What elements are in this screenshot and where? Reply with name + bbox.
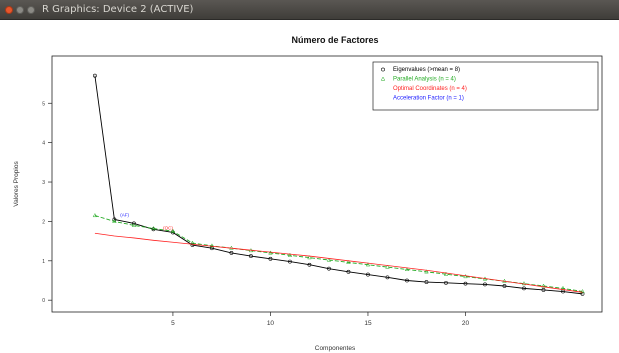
legend-entry: Eigenvalues (>mean = 8) [393,67,460,73]
data-point [346,269,351,274]
data-point [93,73,97,78]
close-window-button[interactable] [5,6,13,14]
data-point [443,271,449,276]
data-point [209,243,215,248]
data-point [521,281,527,286]
y-tick-label: 0 [42,298,45,304]
data-point [327,266,331,271]
series-line-2 [94,215,583,292]
data-point [307,262,312,267]
annotation-label: (OC) [163,225,173,230]
data-point [366,272,370,277]
data-point [229,251,234,255]
data-point [287,252,293,257]
data-point [424,280,429,284]
legend-box [372,61,599,111]
data-point [424,269,429,274]
data-point [249,254,253,258]
y-tick-label: 1 [42,259,45,265]
y-tick-label: 2 [42,219,45,225]
data-point [151,225,156,231]
data-point [483,282,487,287]
data-point [385,264,390,269]
maximize-window-button[interactable] [27,6,35,14]
y-tick-label: 3 [42,180,45,186]
data-point [170,228,176,233]
y-tick-label: 5 [42,101,45,107]
x-tick-label: 5 [171,320,175,327]
data-point [580,288,585,294]
data-point [307,255,312,260]
chart-title: Número de Factores [291,35,378,45]
data-point [365,262,371,267]
data-point [404,266,410,272]
x-tick-label: 15 [364,320,372,327]
legend-marker [380,76,386,81]
x-axis-label: Componentes [315,345,356,352]
data-point [268,256,273,261]
data-point [502,284,507,288]
legend-entry: Acceleration Factor (n = 1) [393,96,464,102]
legend-marker [381,67,385,72]
plot-frame [51,55,603,313]
scree-plot-chart: Número de Factores Componentes Valores P… [13,35,603,352]
window-titlebar: R Graphics: Device 2 (ACTIVE) [0,0,619,20]
series-line-1 [94,75,583,295]
legend-entry: Parallel Analysis (n = 4) [393,77,456,83]
data-point [131,222,137,227]
minimize-window-button[interactable] [16,6,24,14]
data-point [385,275,390,280]
plot-area: Número de Factores Componentes Valores P… [0,20,619,353]
data-point [346,259,351,264]
data-point [463,281,468,286]
data-point [92,212,98,218]
data-point [326,257,332,262]
window-title: R Graphics: Device 2 (ACTIVE) [42,4,194,15]
data-point [132,221,136,226]
data-point [522,286,526,291]
data-point [541,283,546,288]
data-point [405,278,409,283]
x-tick-label: 20 [462,320,470,327]
y-tick-label: 4 [42,141,45,147]
x-tick-label: 10 [267,320,275,327]
annotation-label: (AF) [120,213,129,218]
data-point [541,288,546,292]
data-point [288,259,292,264]
data-point [112,218,117,223]
series-line-3 [94,232,583,293]
legend-entry: Optimal Coordinates (n = 4) [393,86,467,92]
data-point [444,280,448,285]
y-axis-label: Valores Propios [13,161,20,207]
